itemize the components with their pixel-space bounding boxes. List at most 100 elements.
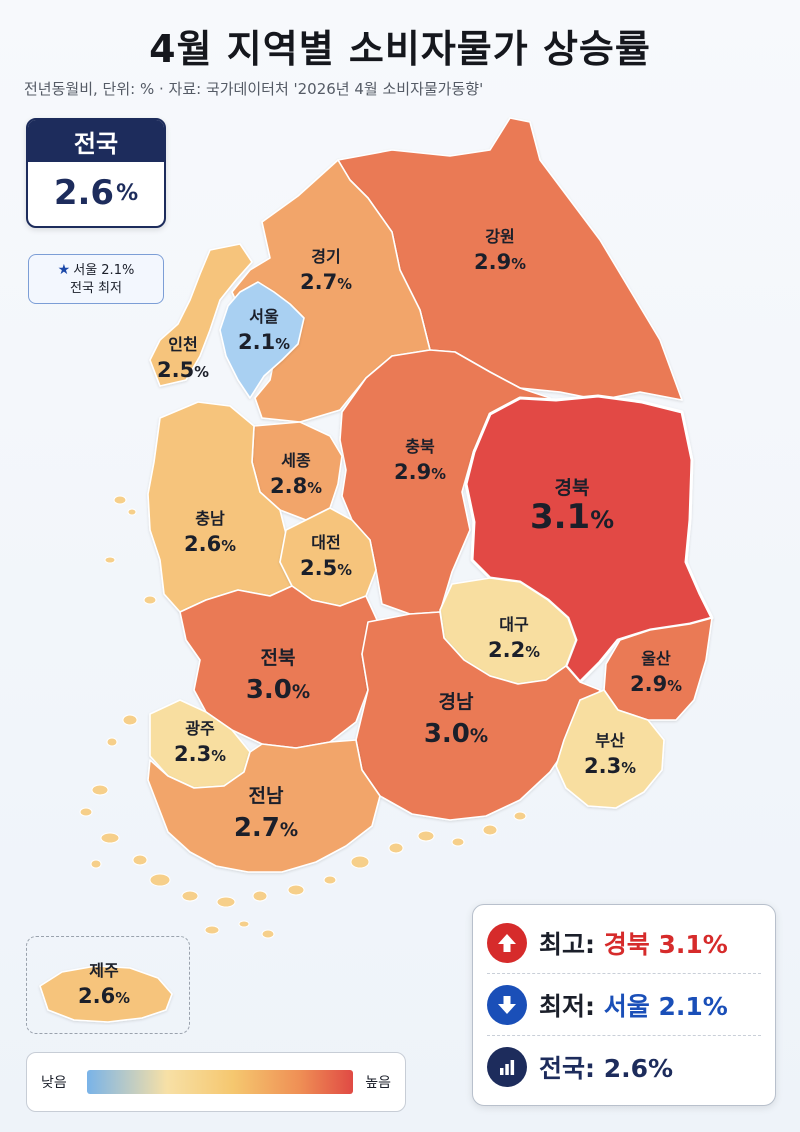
summary-divider [487, 1035, 761, 1036]
region-name-gangwon: 강원 [485, 227, 514, 246]
region-name-ulsan: 울산 [641, 649, 671, 668]
bar-chart-icon [487, 1047, 527, 1087]
region-value-number: 2.6 [78, 984, 115, 1008]
region-name-gyeongnam: 경남 [439, 691, 474, 713]
region-value-number: 2.6 [184, 532, 221, 556]
region-value-unit: % [511, 256, 526, 273]
region-value-daejeon: 2.5% [300, 556, 352, 580]
summary-max-value: 3.1% [658, 930, 728, 959]
region-value-unit: % [525, 644, 540, 661]
arrow-up-icon [487, 923, 527, 963]
region-value-number: 2.9 [474, 250, 511, 274]
regions-layer [39, 117, 714, 1023]
summary-min-value: 2.1% [658, 992, 728, 1021]
region-seoul [219, 281, 305, 399]
summary-national-row: 전국: 2.6% [487, 1041, 763, 1093]
summary-box: 최고: 경북 3.1% 최저: 서울 2.1% 전국: 2.6% [472, 904, 776, 1106]
region-value-unit: % [667, 678, 682, 695]
region-value-unit: % [280, 820, 298, 841]
region-busan [555, 689, 665, 809]
region-gyeongbuk [464, 394, 714, 684]
region-value-daegu: 2.2% [488, 638, 540, 662]
region-value-number: 2.8 [270, 474, 307, 498]
region-value-number: 2.9 [630, 672, 667, 696]
region-ulsan [603, 617, 713, 721]
star-icon: ★ [57, 262, 71, 278]
region-name-incheon: 인천 [168, 335, 197, 354]
region-value-unit: % [337, 562, 352, 579]
region-value-chungbuk: 2.9% [394, 460, 446, 484]
summary-divider [487, 973, 761, 974]
region-value-number: 2.3 [584, 754, 621, 778]
region-value-seoul: 2.1% [238, 330, 290, 354]
arrow-down-icon [487, 985, 527, 1025]
summary-min-row: 최저: 서울 2.1% [487, 979, 763, 1031]
region-value-gangwon: 2.9% [474, 250, 526, 274]
region-value-unit: % [337, 276, 352, 293]
region-value-busan: 2.3% [584, 754, 636, 778]
national-rate-value-wrap: 2.6% [28, 162, 164, 224]
color-legend: 낮음 높음 [26, 1052, 406, 1112]
region-value-jeonbuk: 3.0% [246, 675, 310, 705]
region-name-sejong: 세종 [281, 451, 311, 470]
region-value-number: 2.1 [238, 330, 275, 354]
region-value-unit: % [292, 682, 310, 703]
region-name-daejeon: 대전 [311, 533, 340, 552]
region-value-jeju: 2.6% [78, 984, 130, 1008]
region-daejeon [279, 507, 377, 607]
region-value-number: 2.9 [394, 460, 431, 484]
region-name-seoul: 서울 [249, 307, 279, 326]
page-subtitle: 전년동월비, 단위: % · 자료: 국가데이터처 '2026년 4월 소비자물… [24, 80, 484, 98]
region-incheon [149, 243, 253, 387]
region-value-gyeongnam: 3.0% [424, 719, 488, 749]
region-name-chungnam: 충남 [195, 509, 225, 528]
national-rate-value: 2.6 [53, 173, 115, 213]
region-value-unit: % [431, 466, 446, 483]
region-name-jeonnam: 전남 [249, 785, 284, 807]
region-name-daegu: 대구 [499, 615, 529, 634]
region-value-number: 2.5 [300, 556, 337, 580]
region-value-number: 3.0 [246, 675, 292, 705]
region-jeonnam [147, 739, 381, 873]
summary-min-label: 최저: [539, 992, 595, 1021]
summary-national-value: 2.6% [603, 1054, 674, 1083]
region-value-unit: % [194, 364, 209, 381]
region-name-jeju: 제주 [89, 961, 119, 980]
region-name-chungbuk: 충북 [405, 437, 435, 456]
page-title: 4월 지역별 소비자물가 상승률 [149, 27, 651, 71]
region-value-unit: % [221, 538, 236, 555]
region-value-number: 3.1 [530, 497, 590, 537]
labels-layer: 강원 2.9% 경기 2.7% 서울 2.1% 인천 2.5% 충북 2.9% 세종 2.8% 충남 2.… [78, 227, 682, 1008]
region-value-incheon: 2.5% [157, 358, 209, 382]
region-value-ulsan: 2.9% [630, 672, 682, 696]
region-name-gyeongbuk: 경북 [555, 477, 590, 499]
summary-min-region: 서울 [603, 992, 650, 1021]
national-rate-box: 전국 2.6% [26, 118, 166, 228]
region-value-unit: % [307, 480, 322, 497]
region-value-unit: % [115, 990, 130, 1007]
region-value-gyeongbuk: 3.1% [530, 497, 614, 537]
region-value-number: 2.7 [300, 270, 337, 294]
summary-max-region: 경북 [603, 930, 650, 959]
national-rate-label: 전국 [28, 120, 164, 162]
region-name-busan: 부산 [595, 731, 625, 750]
region-value-jeonnam: 2.7% [234, 813, 298, 843]
region-jeju [39, 965, 173, 1023]
region-name-gyeonggi: 경기 [311, 247, 340, 266]
region-value-unit: % [621, 760, 636, 777]
island-decorations [79, 495, 527, 939]
legend-low-label: 낮음 [41, 1075, 67, 1091]
region-value-number: 3.0 [424, 719, 470, 749]
region-value-unit: % [211, 748, 226, 765]
region-value-chungnam: 2.6% [184, 532, 236, 556]
summary-national-label: 전국: [539, 1054, 595, 1083]
summary-max-row: 최고: 경북 3.1% [487, 917, 763, 969]
region-value-unit: % [590, 506, 614, 534]
legend-gradient-bar [87, 1070, 353, 1094]
region-value-unit: % [470, 726, 488, 747]
region-value-gyeonggi: 2.7% [300, 270, 352, 294]
region-value-number: 2.2 [488, 638, 525, 662]
region-value-sejong: 2.8% [270, 474, 322, 498]
lowest-note-line2: 전국 최저 [70, 281, 122, 296]
